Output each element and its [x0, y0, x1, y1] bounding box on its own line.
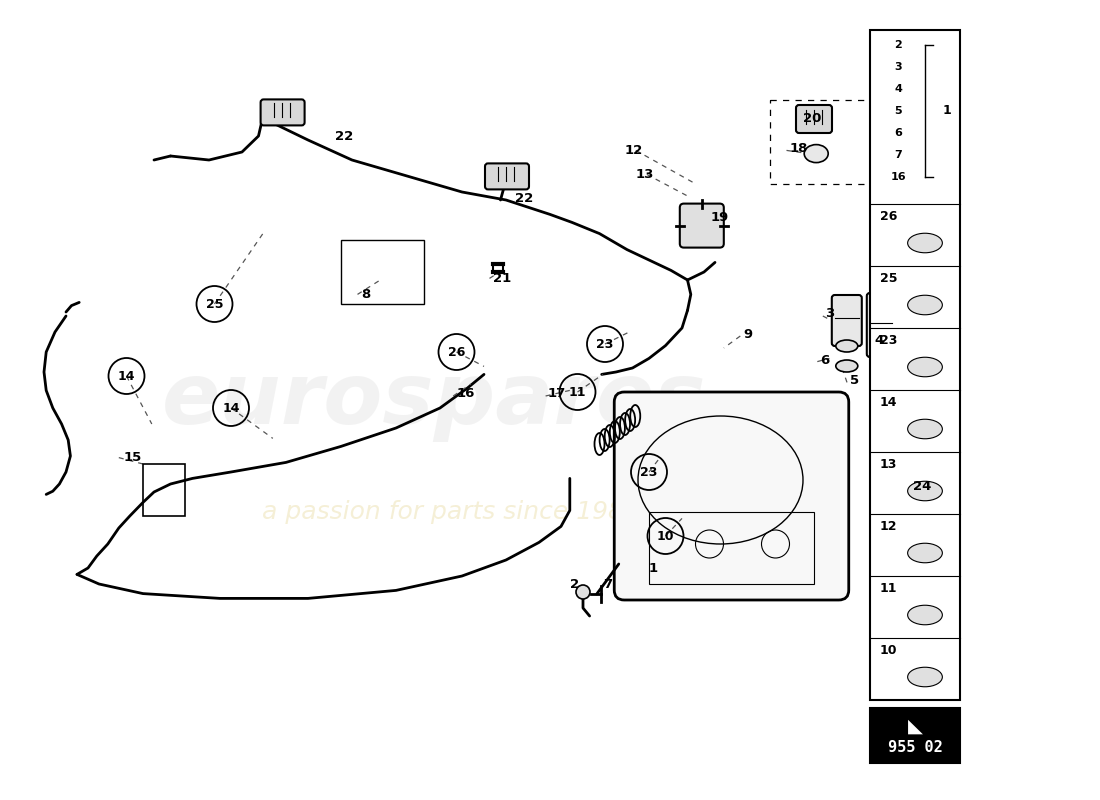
- Text: 5: 5: [850, 374, 859, 387]
- Text: 14: 14: [118, 370, 135, 382]
- FancyBboxPatch shape: [261, 99, 305, 126]
- Bar: [870, 30, 960, 700]
- Text: 3: 3: [894, 62, 902, 72]
- Bar: [770, 100, 875, 184]
- Text: 15: 15: [123, 451, 142, 464]
- Text: 9: 9: [744, 328, 752, 341]
- FancyBboxPatch shape: [614, 392, 849, 600]
- Text: 6: 6: [894, 128, 902, 138]
- Text: 13: 13: [636, 168, 654, 181]
- Text: a passion for parts since 1985: a passion for parts since 1985: [262, 500, 640, 524]
- Text: 2: 2: [894, 40, 902, 50]
- Text: 23: 23: [640, 466, 658, 478]
- Text: 2: 2: [570, 578, 579, 590]
- Ellipse shape: [908, 358, 943, 377]
- Text: 24: 24: [913, 480, 932, 493]
- Text: 4: 4: [874, 334, 883, 346]
- Text: 10: 10: [657, 530, 674, 542]
- Ellipse shape: [836, 340, 858, 352]
- FancyBboxPatch shape: [796, 105, 832, 133]
- Text: 20: 20: [803, 112, 822, 125]
- Text: 12: 12: [880, 519, 898, 533]
- Text: 8: 8: [361, 288, 370, 301]
- Text: 16: 16: [456, 387, 475, 400]
- FancyBboxPatch shape: [832, 295, 861, 346]
- Text: 11: 11: [880, 582, 898, 594]
- Text: 955 02: 955 02: [888, 741, 943, 755]
- Bar: [649, 512, 814, 584]
- Bar: [341, 240, 424, 304]
- Text: 17: 17: [548, 387, 566, 400]
- Text: 7: 7: [894, 150, 902, 160]
- Ellipse shape: [908, 482, 943, 501]
- Ellipse shape: [908, 667, 943, 686]
- Text: 12: 12: [625, 144, 644, 157]
- Text: eurospares: eurospares: [163, 358, 706, 442]
- Text: 26: 26: [880, 210, 898, 222]
- Text: 1: 1: [943, 105, 951, 118]
- Text: 19: 19: [711, 211, 729, 224]
- Text: 16: 16: [890, 172, 905, 182]
- Text: 13: 13: [880, 458, 898, 470]
- Text: 6: 6: [821, 354, 829, 366]
- Text: 26: 26: [448, 346, 465, 358]
- Ellipse shape: [804, 145, 828, 162]
- Ellipse shape: [908, 295, 943, 314]
- Ellipse shape: [908, 606, 943, 625]
- Text: 18: 18: [790, 142, 808, 154]
- Text: 3: 3: [825, 307, 834, 320]
- Circle shape: [576, 585, 590, 599]
- Text: 25: 25: [206, 298, 223, 310]
- FancyBboxPatch shape: [867, 293, 894, 357]
- Text: 11: 11: [569, 386, 586, 398]
- Text: 25: 25: [880, 271, 898, 285]
- Ellipse shape: [908, 543, 943, 562]
- Text: 22: 22: [336, 130, 354, 142]
- Text: 14: 14: [880, 395, 898, 409]
- Text: 7: 7: [603, 578, 612, 590]
- Text: 10: 10: [880, 643, 898, 657]
- Ellipse shape: [836, 360, 858, 372]
- Bar: [870, 708, 960, 763]
- Text: ◣: ◣: [908, 717, 923, 735]
- Ellipse shape: [908, 234, 943, 253]
- FancyBboxPatch shape: [485, 163, 529, 190]
- FancyBboxPatch shape: [680, 203, 724, 247]
- Ellipse shape: [908, 419, 943, 438]
- Text: 1: 1: [649, 562, 658, 574]
- Text: 23: 23: [596, 338, 614, 350]
- Bar: [143, 464, 185, 516]
- Text: 4: 4: [894, 84, 902, 94]
- Text: 5: 5: [894, 106, 902, 116]
- Text: 14: 14: [222, 402, 240, 414]
- Text: 21: 21: [493, 272, 512, 285]
- Text: 22: 22: [515, 192, 534, 205]
- Text: 23: 23: [880, 334, 898, 346]
